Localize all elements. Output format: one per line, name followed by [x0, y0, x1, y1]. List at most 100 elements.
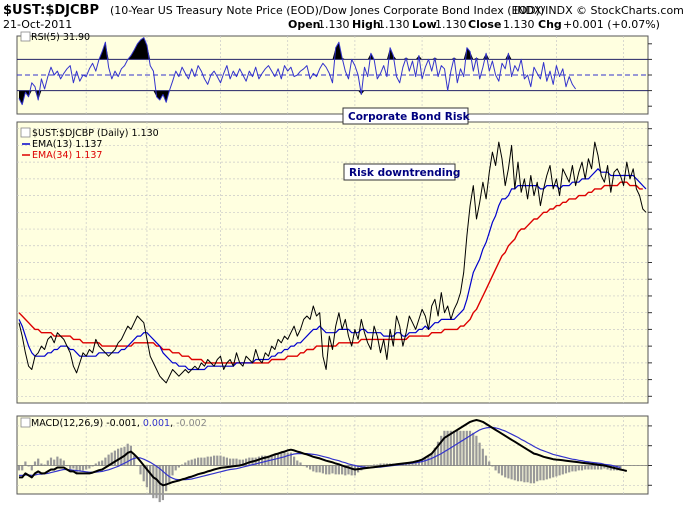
- macd-histogram-bar: [142, 465, 145, 482]
- macd-histogram-bar: [366, 465, 369, 467]
- chart-exchange: INDX/INDX: [514, 4, 573, 17]
- macd-histogram-bar: [446, 430, 449, 466]
- macd-histogram-bar: [552, 465, 555, 478]
- low-label: Low: [412, 18, 437, 31]
- macd-histogram-bar: [161, 465, 164, 501]
- macd-histogram-bar: [468, 430, 472, 466]
- macd-histogram-bar: [577, 465, 580, 471]
- macd-histogram-bar: [334, 465, 337, 475]
- macd-histogram-bar: [197, 457, 200, 466]
- macd-histogram-bar: [331, 465, 334, 474]
- open-label: Open: [288, 18, 321, 31]
- macd-histogram-bar: [510, 465, 513, 480]
- macd-histogram-bar: [46, 460, 49, 466]
- macd-histogram-bar: [37, 458, 40, 466]
- macd-panel: [16, 415, 652, 503]
- macd-histogram-bar: [350, 465, 353, 476]
- macd-histogram-bar: [536, 465, 539, 482]
- price-legend: $UST:$DJCBP (Daily) 1.130 EMA(13) 1.137 …: [20, 127, 159, 161]
- macd-histogram-bar: [321, 465, 324, 474]
- macd-histogram-bar: [465, 430, 468, 466]
- macd-histogram-bar: [229, 458, 232, 466]
- macd-histogram-bar: [529, 465, 532, 484]
- macd-histogram-bar: [344, 465, 347, 476]
- ema34-legend-label: EMA(34) 1.137: [32, 150, 102, 161]
- macd-histogram-bar: [414, 462, 417, 466]
- macd-histogram-bar: [165, 465, 168, 492]
- macd-histogram-bar: [81, 465, 85, 471]
- macd-histogram-bar: [596, 465, 600, 470]
- macd-histogram-bar: [187, 460, 190, 466]
- open-value: 1.130: [318, 18, 350, 31]
- macd-histogram-bar: [21, 465, 24, 471]
- macd-histogram-bar: [430, 453, 433, 466]
- macd-histogram-bar: [325, 465, 328, 475]
- macd-histogram-bar: [548, 465, 552, 479]
- macd-histogram-bar: [110, 452, 113, 466]
- chart-symbol: $UST:$DJCBP: [3, 3, 99, 18]
- macd-histogram-bar: [341, 465, 344, 475]
- macd-histogram-bar: [155, 465, 158, 499]
- high-value: 1.130: [378, 18, 410, 31]
- macd-histogram-bar: [472, 432, 475, 466]
- macd-histogram-bar: [436, 441, 440, 466]
- macd-histogram-bar: [241, 459, 244, 466]
- macd-histogram-bar: [484, 455, 488, 466]
- macd-histogram-bar: [504, 465, 507, 478]
- ohlc-summary: Open 1.130 High 1.130 Low 1.130 Close 1.…: [288, 18, 660, 31]
- macd-histogram-bar: [17, 465, 21, 471]
- price-legend-label: $UST:$DJCBP (Daily) 1.130: [32, 128, 159, 139]
- macd-histogram-bar: [500, 465, 504, 476]
- macd-histogram-bar: [424, 457, 427, 466]
- macd-histogram-bar: [318, 465, 321, 473]
- macd-histogram-bar: [494, 465, 497, 471]
- low-value: 1.130: [435, 18, 467, 31]
- price-panel: [16, 121, 652, 404]
- macd-histogram-bar: [574, 465, 577, 472]
- macd-line: [19, 419, 628, 487]
- macd-histogram-bar: [337, 465, 340, 475]
- macd-histogram-bar: [606, 465, 609, 470]
- macd-histogram-bar: [580, 465, 584, 471]
- macd-histogram-bar: [56, 456, 59, 466]
- macd-histogram-bar: [78, 465, 81, 472]
- macd-histogram-bar: [513, 465, 516, 481]
- macd-histogram-bar: [232, 458, 235, 466]
- macd-histogram-bar: [88, 465, 91, 469]
- macd-histogram-bar: [462, 430, 465, 466]
- macd-histogram-bar: [488, 461, 491, 466]
- macd-histogram-bar: [277, 453, 280, 466]
- macd-histogram-bar: [305, 465, 308, 468]
- macd-histogram-bar: [69, 465, 72, 470]
- macd-histogram-bar: [299, 462, 302, 466]
- macd-histogram-bar: [33, 461, 37, 466]
- macd-histogram-bar: [558, 465, 561, 476]
- macd-legend-label: MACD(12,26,9) -0.001, 0.001, -0.002: [31, 418, 207, 429]
- macd-histogram-bar: [139, 465, 142, 475]
- macd-histogram-bar: [53, 459, 56, 466]
- macd-histogram-bar: [209, 456, 212, 466]
- macd-histogram-bar: [181, 464, 184, 466]
- high-label: High: [352, 18, 381, 31]
- macd-histogram-bar: [75, 465, 78, 473]
- macd-histogram-bar: [619, 465, 622, 471]
- macd-histogram-bar: [526, 465, 529, 483]
- chg-value: +0.001 (+0.07%): [563, 18, 660, 31]
- macd-histogram-bar: [177, 465, 180, 468]
- macd-histogram-bar: [85, 465, 88, 470]
- macd-histogram-bar: [289, 452, 292, 466]
- rsi-legend-label: RSI(5) 31.90: [31, 32, 90, 43]
- macd-histogram-bar: [516, 465, 520, 482]
- macd-histogram-bar: [564, 465, 568, 474]
- macd-histogram-bar: [523, 465, 526, 483]
- macd-histogram-bar: [238, 459, 241, 466]
- macd-histogram-bar: [62, 460, 65, 466]
- macd-histogram-bar: [379, 463, 382, 466]
- macd-histogram-bar: [222, 456, 225, 466]
- macd-histogram-bar: [478, 442, 481, 466]
- macd-histogram-bar: [101, 460, 104, 466]
- macd-histogram-bar: [43, 464, 46, 466]
- macd-histogram-bar: [213, 455, 216, 466]
- macd-histogram-bar: [264, 455, 267, 466]
